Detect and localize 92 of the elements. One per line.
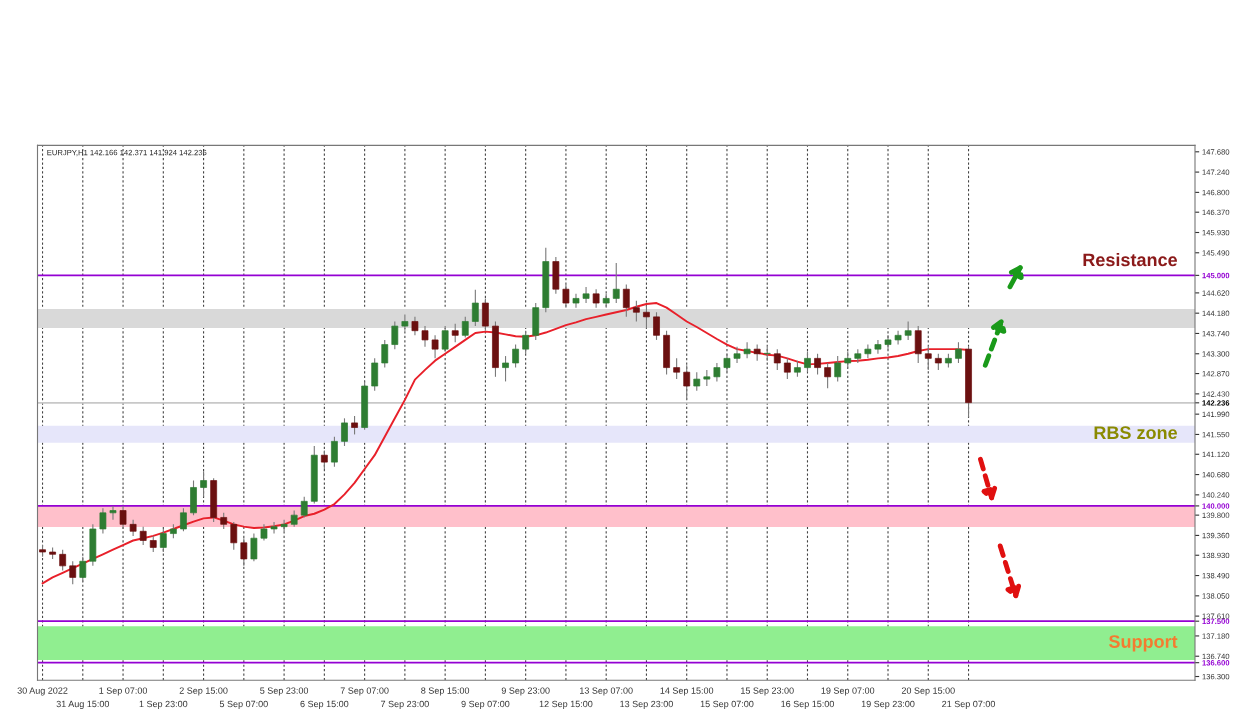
x-tick-label: 5 Sep 23:00 [260, 687, 309, 696]
candlestick [371, 357, 379, 392]
candlestick [673, 357, 681, 380]
candlestick [341, 417, 348, 447]
candlestick [804, 350, 811, 373]
x-tick-label: 15 Sep 07:00 [700, 700, 754, 709]
candlestick [471, 289, 479, 327]
ref-line-label: Resistance [1083, 252, 1178, 267]
x-tick-label: 20 Sep 15:00 [901, 687, 955, 696]
candlestick [522, 330, 530, 355]
candlestick [562, 284, 570, 309]
candlestick [381, 339, 389, 369]
candlestick [874, 339, 882, 355]
candlestick [693, 371, 701, 392]
band-label: RBS zone [1094, 426, 1178, 440]
candlestick [250, 533, 258, 562]
candlestick [733, 346, 741, 364]
candlestick [612, 262, 620, 304]
candlestick [451, 323, 459, 343]
candlestick [431, 334, 439, 359]
candlestick [834, 355, 842, 382]
candlestick [592, 288, 600, 309]
candlestick [320, 450, 328, 470]
candlestick [814, 353, 821, 376]
x-tick-label: 14 Sep 15:00 [660, 687, 714, 696]
candlestick [924, 346, 932, 371]
candlestick [331, 436, 338, 468]
candlestick [894, 330, 902, 346]
candlestick [723, 353, 731, 373]
x-tick-label: 1 Sep 23:00 [139, 700, 188, 709]
x-tick-label: 12 Sep 15:00 [539, 700, 593, 709]
candlestick [300, 496, 308, 518]
candlestick [159, 528, 167, 553]
band-label: Support [1108, 635, 1178, 652]
candlestick [109, 505, 117, 521]
x-tick-label: 7 Sep 23:00 [381, 700, 429, 709]
candlestick [582, 286, 590, 304]
candlestick [622, 284, 630, 318]
candlestick [441, 325, 449, 353]
candlestick [79, 556, 87, 583]
x-tick-label: 5 Sep 07:00 [219, 700, 268, 709]
x-tick-label: 9 Sep 07:00 [461, 700, 510, 709]
candlestick [512, 343, 519, 369]
candlestick [280, 519, 288, 532]
candlestick [572, 293, 580, 309]
candlestick [200, 470, 207, 498]
x-tick-label: 31 Aug 15:00 [56, 700, 110, 709]
candlestick [653, 311, 660, 341]
candlestick [270, 521, 278, 535]
candlestick [783, 357, 791, 380]
candlestick [482, 297, 489, 332]
candlestick [713, 362, 721, 382]
x-tick-label: 19 Sep 23:00 [861, 700, 915, 709]
x-tick-label: 9 Sep 23:00 [501, 687, 550, 696]
x-tick-label: 13 Sep 07:00 [580, 687, 633, 696]
candlestick [884, 334, 892, 350]
candlestick [230, 521, 238, 551]
candlestick [633, 300, 640, 323]
x-tick-label: 2 Sep 15:00 [179, 687, 228, 696]
candlestick [59, 549, 67, 572]
candlestick [139, 526, 147, 546]
candlestick [502, 355, 509, 382]
candlestick [904, 320, 912, 341]
candlestick [351, 415, 358, 435]
candlestick [824, 362, 831, 389]
candlestick [69, 560, 77, 585]
candlestick [643, 304, 650, 329]
candlestick [683, 364, 691, 401]
x-tick-label: 21 Sep 07:00 [942, 700, 996, 709]
candlestick [240, 537, 248, 567]
x-tick-label: 15 Sep 23:00 [741, 687, 794, 696]
x-tick-label: 7 Sep 07:00 [340, 687, 389, 696]
x-tick-label: 1 Sep 07:00 [99, 687, 148, 696]
x-tick-label: 19 Sep 07:00 [821, 687, 875, 696]
candlestick [119, 505, 127, 530]
candlestick [864, 343, 872, 359]
candlestick [914, 325, 922, 364]
candlestick [955, 341, 962, 364]
candlestick [411, 316, 419, 336]
candlestick [743, 341, 751, 359]
candlestick [99, 507, 107, 535]
candlestick [421, 325, 429, 348]
candlestick [180, 507, 187, 532]
x-tick-label: 8 Sep 15:00 [421, 687, 470, 696]
candlestick [391, 320, 399, 350]
candlestick [401, 314, 409, 332]
x-tick-label: 30 Aug 2022 [17, 687, 68, 696]
candlestick [773, 348, 781, 371]
x-tick-label: 13 Sep 23:00 [620, 700, 673, 709]
x-tick-label: 16 Sep 15:00 [781, 700, 834, 709]
x-tick-label: 6 Sep 15:00 [300, 700, 349, 709]
candlestick [461, 316, 469, 339]
